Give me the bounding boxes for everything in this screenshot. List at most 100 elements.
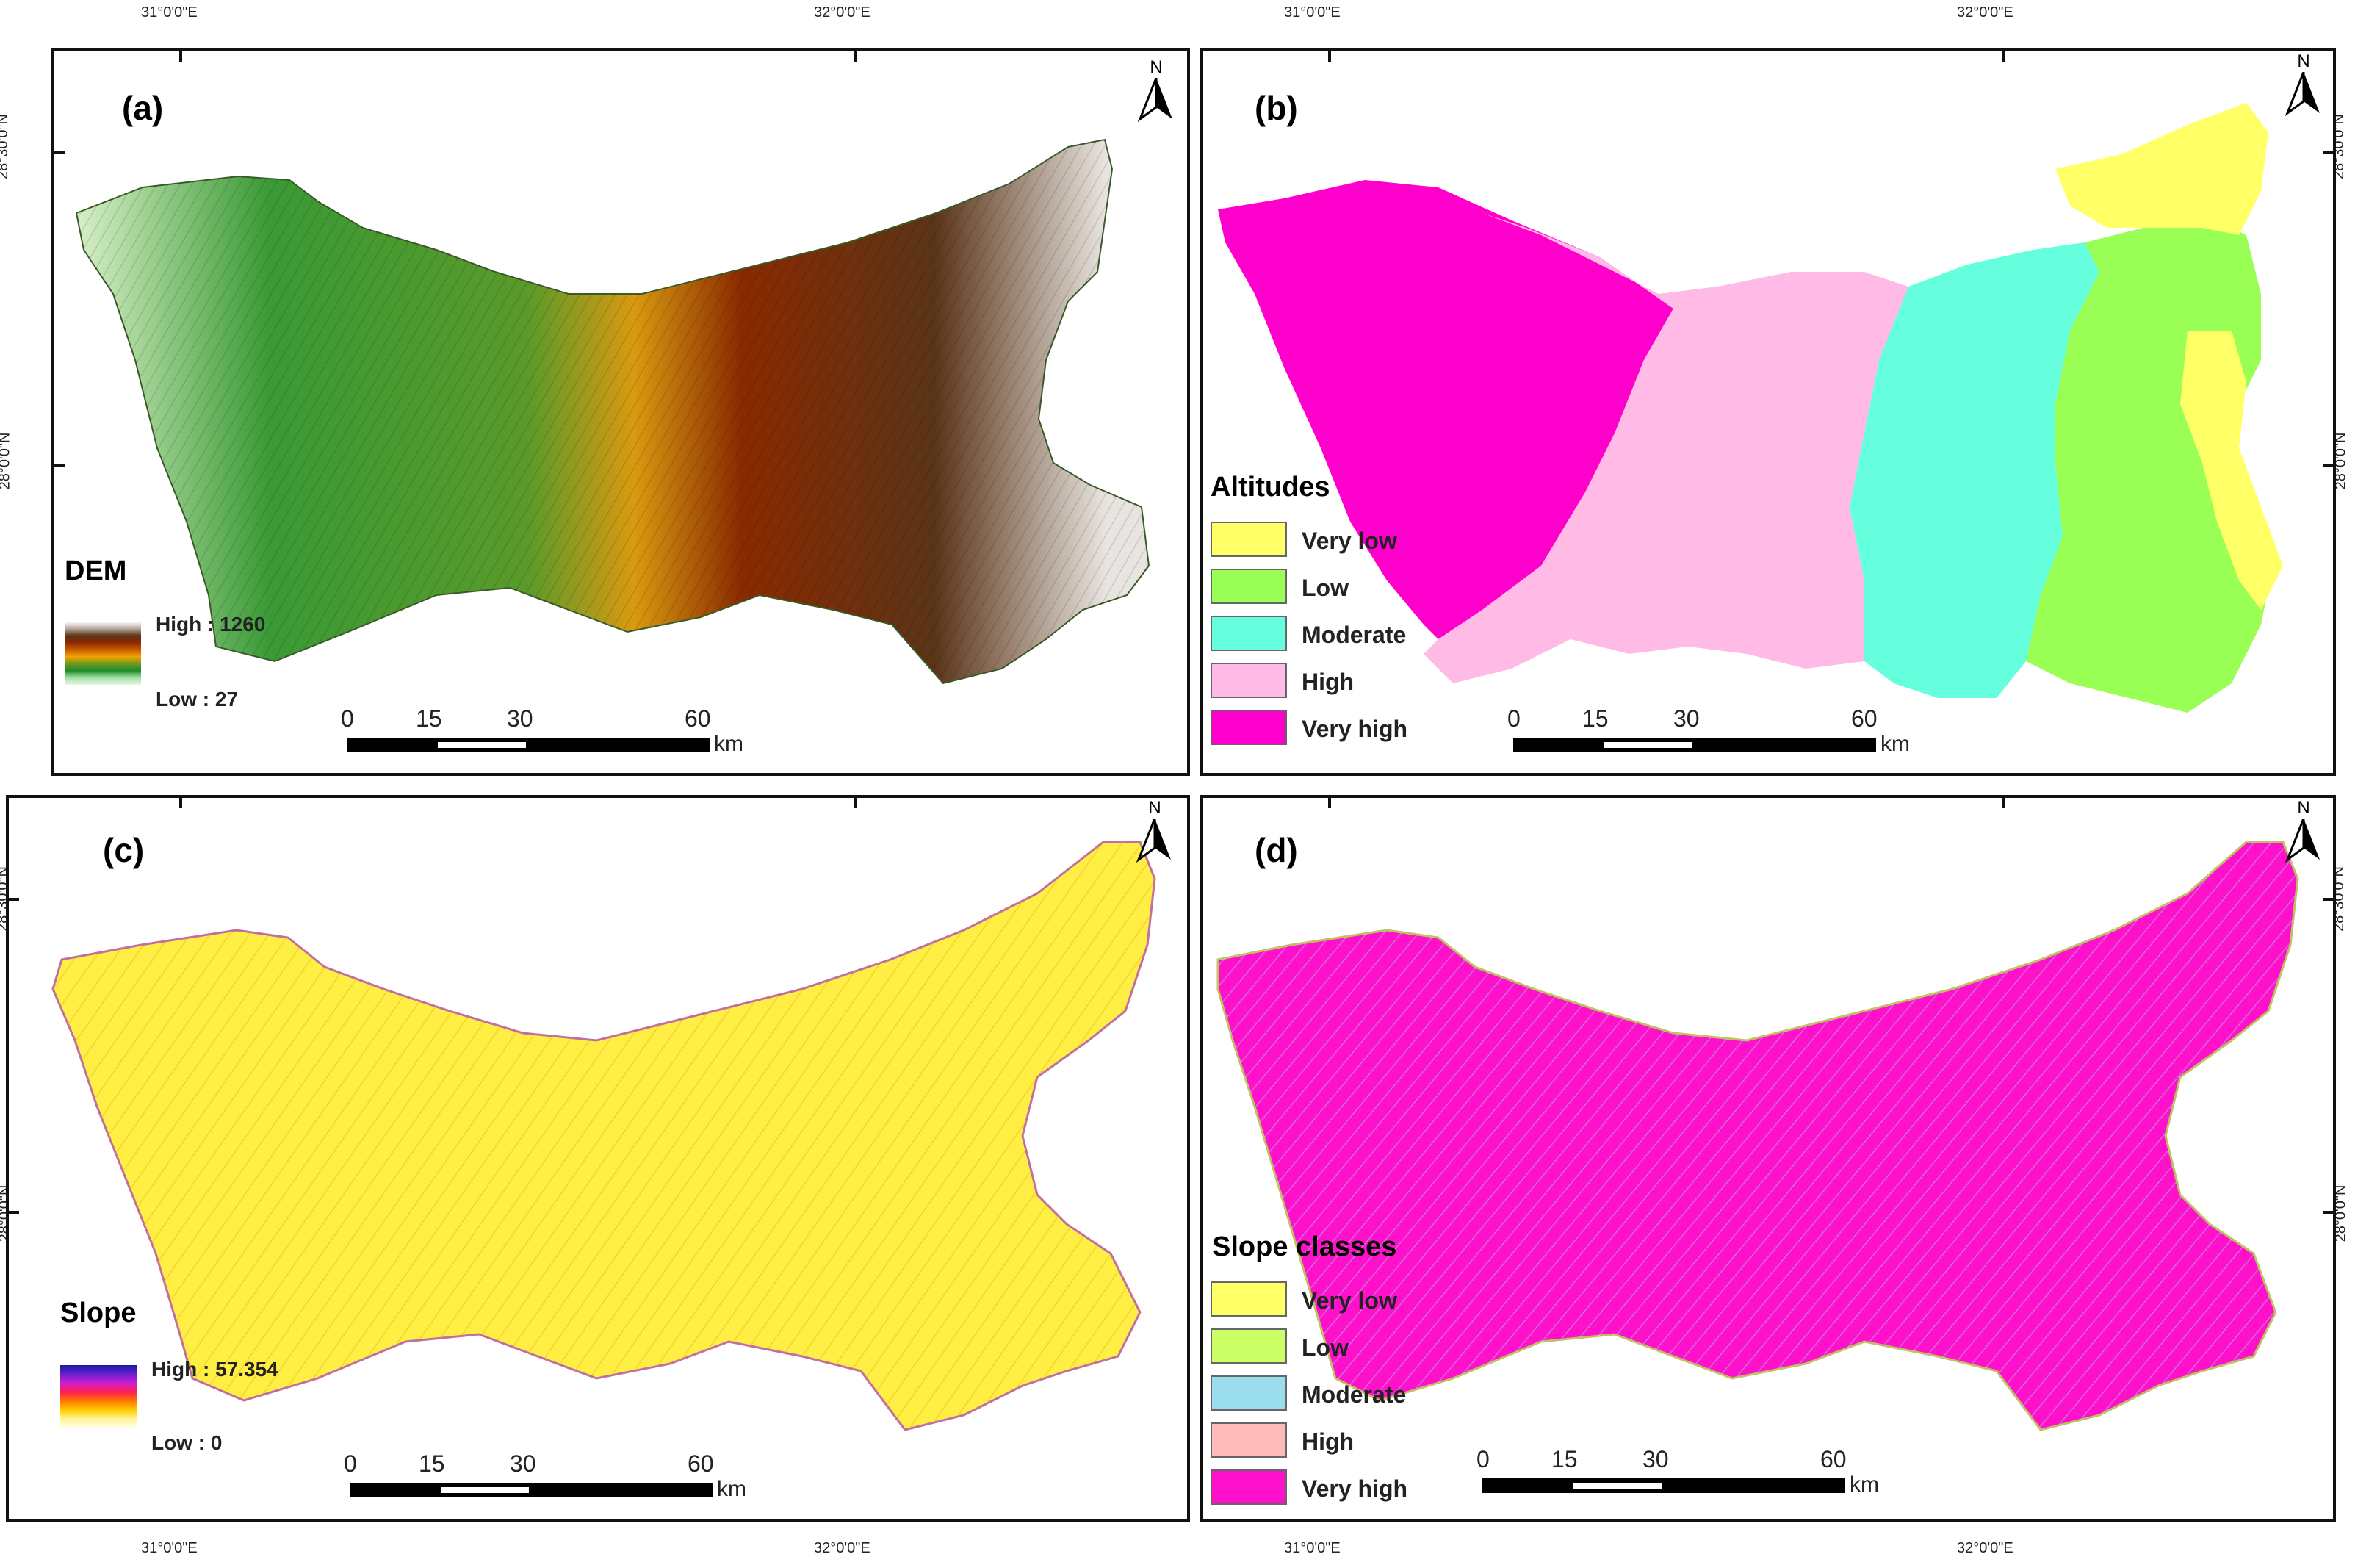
north-arrow-icon (2285, 819, 2320, 863)
legend-item: Low (1211, 1328, 1504, 1368)
panel-b-altitudes: (b) N Altitudes Very low Low Moderate High V… (1200, 48, 2336, 776)
scale-unit: km (714, 732, 743, 756)
slope-map (51, 841, 1156, 1431)
legend-swatch (1211, 569, 1287, 604)
tick-right-2 (2323, 464, 2333, 467)
legend-item: Very low (1211, 522, 1504, 561)
scale-bar-segment (1604, 742, 1692, 748)
north-letter: N (2297, 798, 2310, 818)
scale-tick-15: 15 (419, 1450, 445, 1477)
scale-bar-segment (438, 742, 526, 748)
north-arrow: N (2282, 798, 2326, 864)
legend-label: Low (1302, 575, 1349, 601)
legend-item: Low (1211, 569, 1504, 608)
north-arrow: N (2282, 51, 2326, 118)
lon-label-bottom-left: 31°0'0"E (141, 1540, 198, 1556)
scale-bar: 0 15 30 60 km (344, 1450, 785, 1502)
tick-right-1 (2323, 151, 2333, 154)
scale-tick-30: 30 (1642, 1446, 1669, 1472)
zone-very-low (2055, 103, 2283, 610)
scale-tick-15: 15 (1582, 705, 1609, 732)
panel-c-slope: (c) N Slope High : 57.354 Low : 0 0 15 3… (6, 795, 1190, 1522)
tick-top-2 (854, 798, 857, 808)
tick-left-1 (54, 151, 65, 154)
tick-top-1 (1328, 798, 1331, 808)
legend-swatch (1211, 710, 1287, 745)
scale-tick-0: 0 (1476, 1446, 1490, 1472)
slope-classes-map (1216, 841, 2299, 1431)
tick-top-2 (854, 51, 857, 62)
ramp-low-label: Low : 0 (151, 1431, 223, 1454)
tick-top-1 (179, 798, 182, 808)
legend-title: Altitudes (1211, 472, 1330, 503)
lat-label-left-a1: 28°30'0"N (0, 114, 11, 179)
tick-left-1 (9, 898, 19, 901)
legend-label: Moderate (1302, 1381, 1407, 1408)
lon-label-bottom-left-d: 31°0'0"E (1284, 1540, 1341, 1556)
scale-tick-30: 30 (1673, 705, 1700, 732)
legend-label: High (1302, 669, 1355, 695)
north-letter: N (2297, 51, 2310, 71)
legend-item: Very high (1211, 710, 1504, 749)
ramp-high-label: High : 1260 (156, 613, 266, 636)
scale-bar: 0 15 30 60 km (1507, 705, 1948, 757)
scale-bar-line (347, 738, 710, 752)
tick-top-2 (2002, 798, 2005, 808)
zone-moderate (1850, 242, 2099, 698)
legend-swatch (1211, 1328, 1287, 1364)
zone-high (1424, 213, 1908, 683)
lon-label-top-left-b: 31°0'0"E (1284, 4, 1341, 21)
panel-label: (c) (103, 831, 145, 869)
ramp-high-label: High : 57.354 (151, 1358, 278, 1381)
panel-label: (a) (122, 89, 164, 127)
panel-label: (d) (1255, 831, 1298, 869)
legend-label: Low (1302, 1334, 1349, 1361)
lon-label-bottom-right-d: 32°0'0"E (1957, 1540, 2013, 1556)
slope-classes-legend: Very low Low Moderate High Very high (1211, 1281, 1504, 1519)
scale-bar-segment (441, 1487, 529, 1493)
tick-right-2 (2323, 1211, 2333, 1214)
north-arrow-icon (1136, 819, 1171, 863)
legend-label: Very low (1302, 528, 1397, 554)
legend-item: Very high (1211, 1469, 1504, 1509)
tick-top-1 (1328, 51, 1331, 62)
north-letter: N (1148, 798, 1161, 818)
legend-label: Very high (1302, 1475, 1408, 1502)
panel-a-dem: (a) N DEM High : 1260 Low : 27 0 15 30 6… (51, 48, 1190, 776)
north-arrow-icon (2285, 72, 2320, 116)
panel-label: (b) (1255, 89, 1298, 127)
legend-item: Moderate (1211, 616, 1504, 655)
scale-tick-0: 0 (344, 1450, 357, 1477)
scale-tick-60: 60 (688, 1450, 714, 1477)
legend-item: Very low (1211, 1281, 1504, 1321)
tick-right-1 (2323, 898, 2333, 901)
scale-bar-line (1482, 1478, 1845, 1493)
scale-bar-segment (1573, 1483, 1662, 1489)
scale-tick-15: 15 (416, 705, 442, 732)
scale-tick-15: 15 (1551, 1446, 1578, 1472)
lon-label-top-left: 31°0'0"E (141, 4, 198, 21)
scale-bar-line (350, 1483, 713, 1497)
tick-left-2 (9, 1211, 19, 1214)
scale-unit: km (717, 1477, 746, 1501)
scale-tick-0: 0 (1507, 705, 1521, 732)
legend-swatch (1211, 522, 1287, 557)
tick-top-1 (179, 51, 182, 62)
legend-label: High (1302, 1428, 1355, 1455)
dem-color-ramp (65, 622, 141, 685)
lat-label-left-a2: 28°0'0"N (0, 432, 13, 490)
tick-top-2 (2002, 51, 2005, 62)
scale-unit: km (1880, 732, 1910, 756)
legend-title: DEM (65, 555, 127, 586)
scale-bar: 0 15 30 60 km (341, 705, 782, 757)
legend-label: Very low (1302, 1287, 1397, 1314)
legend-swatch (1211, 1375, 1287, 1411)
legend-label: Moderate (1302, 622, 1407, 648)
north-arrow-icon (1137, 78, 1172, 122)
legend-swatch (1211, 1469, 1287, 1505)
ramp-low-label: Low : 27 (156, 688, 239, 710)
lon-label-bottom-right: 32°0'0"E (814, 1540, 870, 1556)
lon-label-top-right-b: 32°0'0"E (1957, 4, 2013, 21)
altitudes-map (1218, 103, 2283, 713)
scale-tick-0: 0 (341, 705, 354, 732)
